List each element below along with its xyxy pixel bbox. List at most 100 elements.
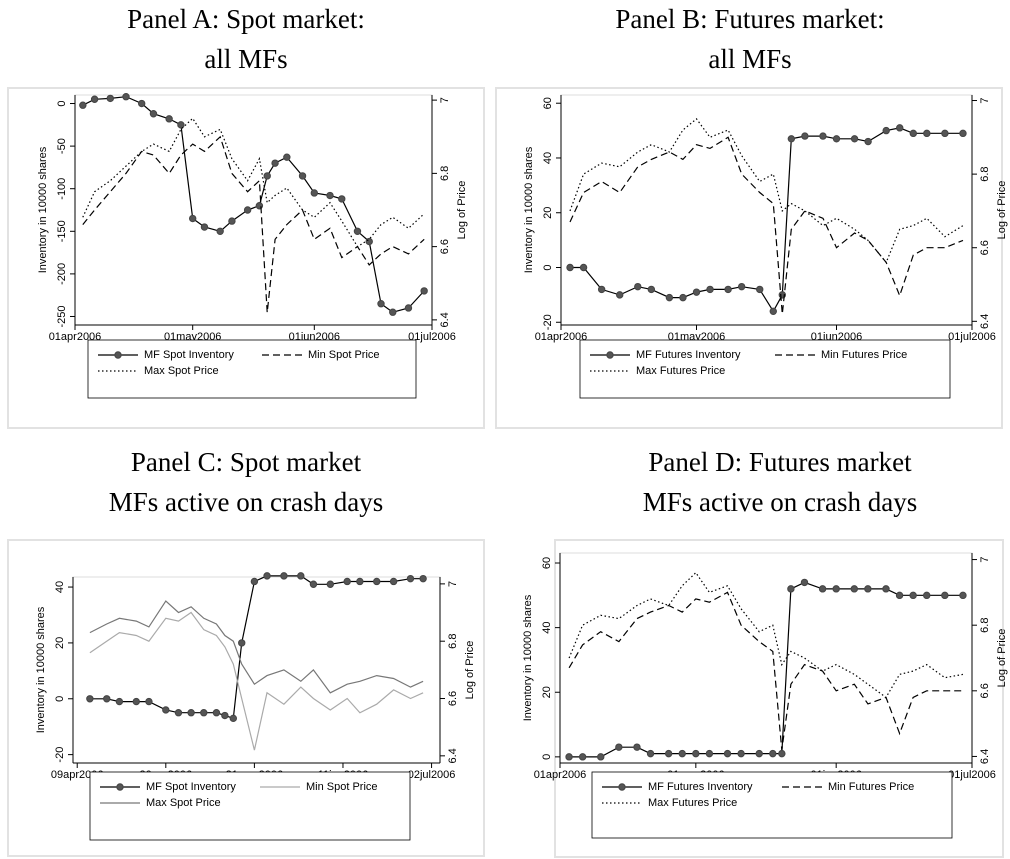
series-marker (832, 585, 840, 593)
series-marker (909, 129, 917, 138)
y-tick-label: 20 (541, 686, 553, 698)
y2-tick-label: 7 (447, 581, 459, 587)
series-marker (819, 132, 827, 140)
plot-frame (72, 576, 441, 764)
series-marker (149, 110, 158, 118)
series-marker (566, 263, 574, 272)
legend-label: Min Futures Price (821, 349, 907, 361)
series-marker (221, 711, 229, 720)
series-marker (895, 591, 904, 600)
series-marker (280, 572, 288, 580)
legend-label: Min Futures Price (828, 781, 914, 793)
x-tick-label: 01jul2006 (408, 331, 456, 343)
series-marker (365, 237, 373, 246)
series-marker (137, 99, 146, 108)
x-tick-label: 02jul2006 (408, 769, 456, 781)
series-marker (818, 585, 827, 593)
series-marker (187, 709, 195, 717)
series-marker (579, 263, 588, 272)
x-tick-label: 01apr2006 (534, 769, 587, 781)
series-line (568, 591, 963, 750)
legend-label: Min Spot Price (308, 349, 380, 361)
series-line (568, 571, 964, 699)
series-marker (271, 159, 279, 167)
series-marker (864, 585, 872, 593)
series-marker (706, 285, 714, 294)
legend-box (579, 339, 951, 399)
y2-tick-label: 7 (439, 97, 451, 103)
series-marker (832, 135, 841, 143)
y-tick-label: 60 (542, 97, 554, 109)
y-axis-label: Inventory in 10000 shares (35, 606, 47, 733)
series-marker (343, 577, 351, 586)
series-marker (882, 585, 890, 593)
series-marker (959, 591, 967, 600)
series-marker (238, 639, 246, 647)
series-marker (200, 223, 209, 231)
series-marker (326, 191, 334, 200)
series-marker (377, 300, 385, 308)
legend-label: MF Spot Inventory (144, 349, 234, 361)
series-marker (188, 214, 197, 223)
y-tick-label: -20 (54, 747, 66, 763)
plot-frame (560, 94, 973, 326)
series-marker (565, 753, 573, 761)
series-marker (959, 129, 967, 138)
series-marker (800, 578, 809, 587)
y-tick-label: -100 (56, 178, 68, 200)
legend-marker (618, 783, 626, 791)
series-marker (778, 749, 786, 758)
series-marker (263, 172, 271, 180)
series-marker (756, 285, 764, 294)
legend-label: MF Futures Inventory (636, 349, 741, 361)
series-marker (212, 709, 221, 717)
y-axis-label: Inventory in 10000 shares (523, 146, 535, 273)
series-marker (705, 749, 714, 758)
y-tick-label: 40 (542, 152, 554, 164)
y-tick-label: 0 (54, 696, 66, 702)
y2-tick-label: 6.8 (447, 634, 459, 649)
series-marker (633, 743, 641, 751)
x-tick-label: 01apr2006 (535, 331, 588, 343)
series-marker (115, 697, 124, 706)
y2-axis-label: Log of Price (996, 181, 1008, 240)
series-marker (787, 135, 796, 143)
series-marker (162, 706, 170, 714)
legend-label: Max Futures Price (636, 365, 725, 377)
series-line (569, 136, 964, 315)
series-marker (297, 572, 305, 580)
x-tick-label: 01jul2006 (948, 331, 996, 343)
series-marker (216, 227, 224, 235)
y-axis-label: Inventory in 10000 shares (522, 594, 534, 721)
series-marker (250, 577, 259, 586)
series-line (82, 117, 425, 248)
y-tick-label: 0 (541, 754, 553, 760)
y-tick-label: 0 (542, 264, 554, 270)
y2-tick-label: 6.6 (447, 691, 459, 706)
series-marker (310, 189, 319, 197)
series-marker (404, 304, 413, 312)
series-marker (647, 285, 656, 294)
panel-title: Panel B: Futures market: (615, 4, 884, 34)
series-marker (679, 293, 687, 302)
panel-title: MFs active on crash days (109, 487, 383, 517)
series-marker (941, 129, 949, 138)
y-tick-label: 60 (541, 557, 553, 569)
series-marker (665, 293, 674, 302)
series-marker (174, 709, 183, 717)
series-marker (769, 307, 777, 316)
y-tick-label: -250 (56, 305, 68, 327)
series-marker (850, 135, 859, 143)
series-marker (923, 591, 931, 600)
series-marker (801, 132, 809, 140)
y-tick-label: 0 (56, 100, 68, 106)
series-marker (165, 115, 173, 123)
series-marker (646, 749, 655, 758)
series-marker (864, 137, 872, 146)
legend-label: MF Spot Inventory (146, 781, 236, 793)
y-tick-label: -50 (56, 138, 68, 154)
series-marker (298, 172, 307, 180)
series-marker (132, 697, 140, 706)
y2-tick-label: 6.6 (979, 683, 991, 698)
